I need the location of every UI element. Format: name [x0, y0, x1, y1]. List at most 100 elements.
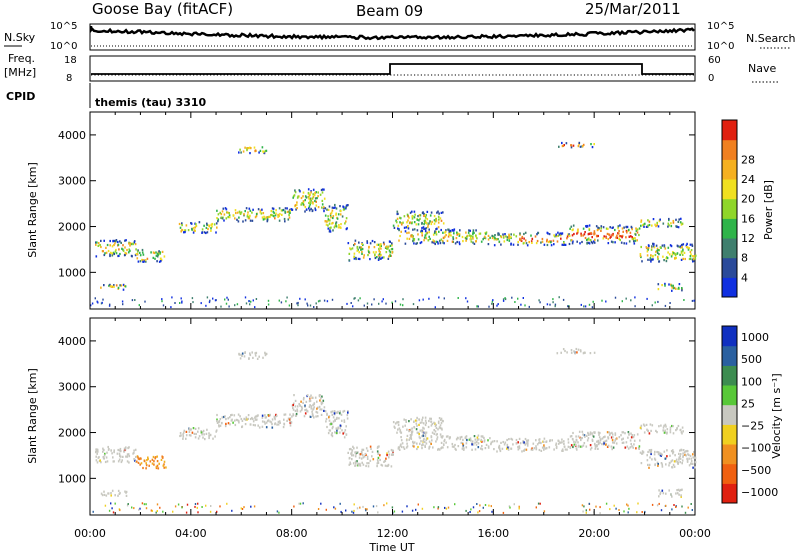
scatter-cell — [650, 452, 652, 456]
scatter-cell — [535, 439, 537, 442]
scatter-cell — [142, 259, 144, 262]
scatter-cell — [454, 443, 456, 447]
scatter-cell — [530, 234, 532, 237]
colorbar-tick-label: 4 — [741, 271, 748, 284]
scatter-cell — [406, 438, 408, 441]
scatter-cell — [317, 206, 320, 209]
scatter-cell — [452, 237, 455, 241]
scatter-cell — [386, 454, 388, 457]
scatter-cell — [228, 216, 231, 219]
scatter-cell — [432, 233, 435, 236]
scatter-cell — [679, 428, 682, 432]
scatter-cell — [252, 208, 254, 211]
scatter-cell — [561, 243, 564, 246]
scatter-cell — [583, 434, 586, 437]
scatter-cell — [648, 432, 651, 435]
scatter-cell — [327, 224, 329, 227]
scatter-cell — [343, 420, 346, 423]
scatter-cell — [244, 351, 246, 354]
scatter-cell — [588, 433, 590, 436]
scatter-cell — [437, 421, 440, 425]
scatter-cell — [430, 424, 433, 427]
scatter-cell — [247, 216, 250, 219]
scatter-cell — [370, 447, 372, 450]
scatter-cell — [340, 226, 342, 229]
scatter-cell — [203, 224, 205, 227]
scatter-cell — [405, 419, 407, 422]
scatter-cell — [539, 301, 541, 304]
scatter-cell — [353, 244, 355, 247]
scatter-cell — [512, 443, 514, 446]
scatter-cell — [470, 439, 472, 442]
scatter-cell — [465, 297, 467, 300]
scatter-cell — [690, 253, 692, 256]
scatter-cell — [233, 414, 236, 417]
scatter-cell — [354, 455, 357, 458]
scatter-cell — [444, 231, 446, 234]
scatter-cell — [554, 235, 556, 238]
scatter-cell — [309, 304, 312, 307]
scatter-cell — [135, 460, 137, 463]
scatter-cell — [110, 285, 113, 288]
scatter-cell — [640, 462, 643, 465]
scatter-cell — [396, 217, 399, 220]
scatter-cell — [310, 199, 312, 202]
scatter-cell — [602, 440, 605, 444]
scatter-cell — [488, 504, 490, 507]
scatter-cell — [151, 458, 154, 461]
scatter-cell — [666, 428, 669, 431]
scatter-cell — [218, 424, 220, 427]
scatter-cell — [677, 488, 680, 491]
scatter-cell — [200, 302, 202, 305]
scatter-cell — [399, 216, 401, 219]
scatter-cell — [180, 297, 182, 300]
scatter-cell — [381, 256, 384, 259]
scatter-cell — [347, 242, 350, 245]
scatter-cell — [686, 450, 689, 453]
scatter-cell — [409, 428, 412, 431]
beam-title: Beam 09 — [356, 2, 423, 20]
scatter-cell — [239, 148, 241, 151]
scatter-cell — [111, 252, 114, 255]
scatter-cell — [353, 252, 356, 255]
scatter-cell — [436, 436, 439, 439]
scatter-cell — [491, 236, 494, 240]
scatter-cell — [572, 144, 575, 147]
scatter-cell — [177, 503, 180, 506]
scatter-cell — [682, 430, 684, 433]
scatter-cell — [158, 462, 160, 465]
scatter-cell — [312, 403, 314, 406]
scatter-cell — [475, 229, 477, 232]
scatter-cell — [220, 305, 222, 308]
scatter-cell — [680, 243, 683, 247]
scatter-cell — [417, 503, 419, 506]
scatter-cell — [306, 302, 308, 305]
scatter-cell — [405, 420, 407, 423]
scatter-cell — [238, 216, 240, 219]
scatter-cell — [330, 421, 332, 424]
scatter-cell — [636, 228, 639, 231]
scatter-cell — [499, 449, 502, 453]
scatter-cell — [652, 254, 654, 258]
scatter-cell — [652, 242, 654, 245]
scatter-cell — [355, 464, 357, 467]
scatter-cell — [210, 223, 212, 226]
scatter-cell — [639, 439, 641, 442]
scatter-cell — [465, 446, 468, 449]
scatter-cell — [647, 248, 649, 251]
scatter-cell — [554, 303, 557, 306]
scatter-cell — [310, 201, 312, 205]
scatter-cell — [662, 429, 664, 432]
scatter-cell — [676, 244, 679, 247]
scatter-cell — [612, 226, 614, 229]
scatter-cell — [366, 457, 369, 460]
scatter-cell — [362, 456, 365, 459]
scatter-cell — [161, 300, 163, 303]
scatter-cell — [417, 238, 420, 241]
scatter-cell — [279, 421, 281, 424]
scatter-cell — [628, 240, 631, 243]
scatter-cell — [358, 241, 360, 244]
scatter-cell — [327, 215, 329, 218]
scatter-cell — [326, 220, 328, 223]
scatter-cell — [309, 415, 311, 418]
